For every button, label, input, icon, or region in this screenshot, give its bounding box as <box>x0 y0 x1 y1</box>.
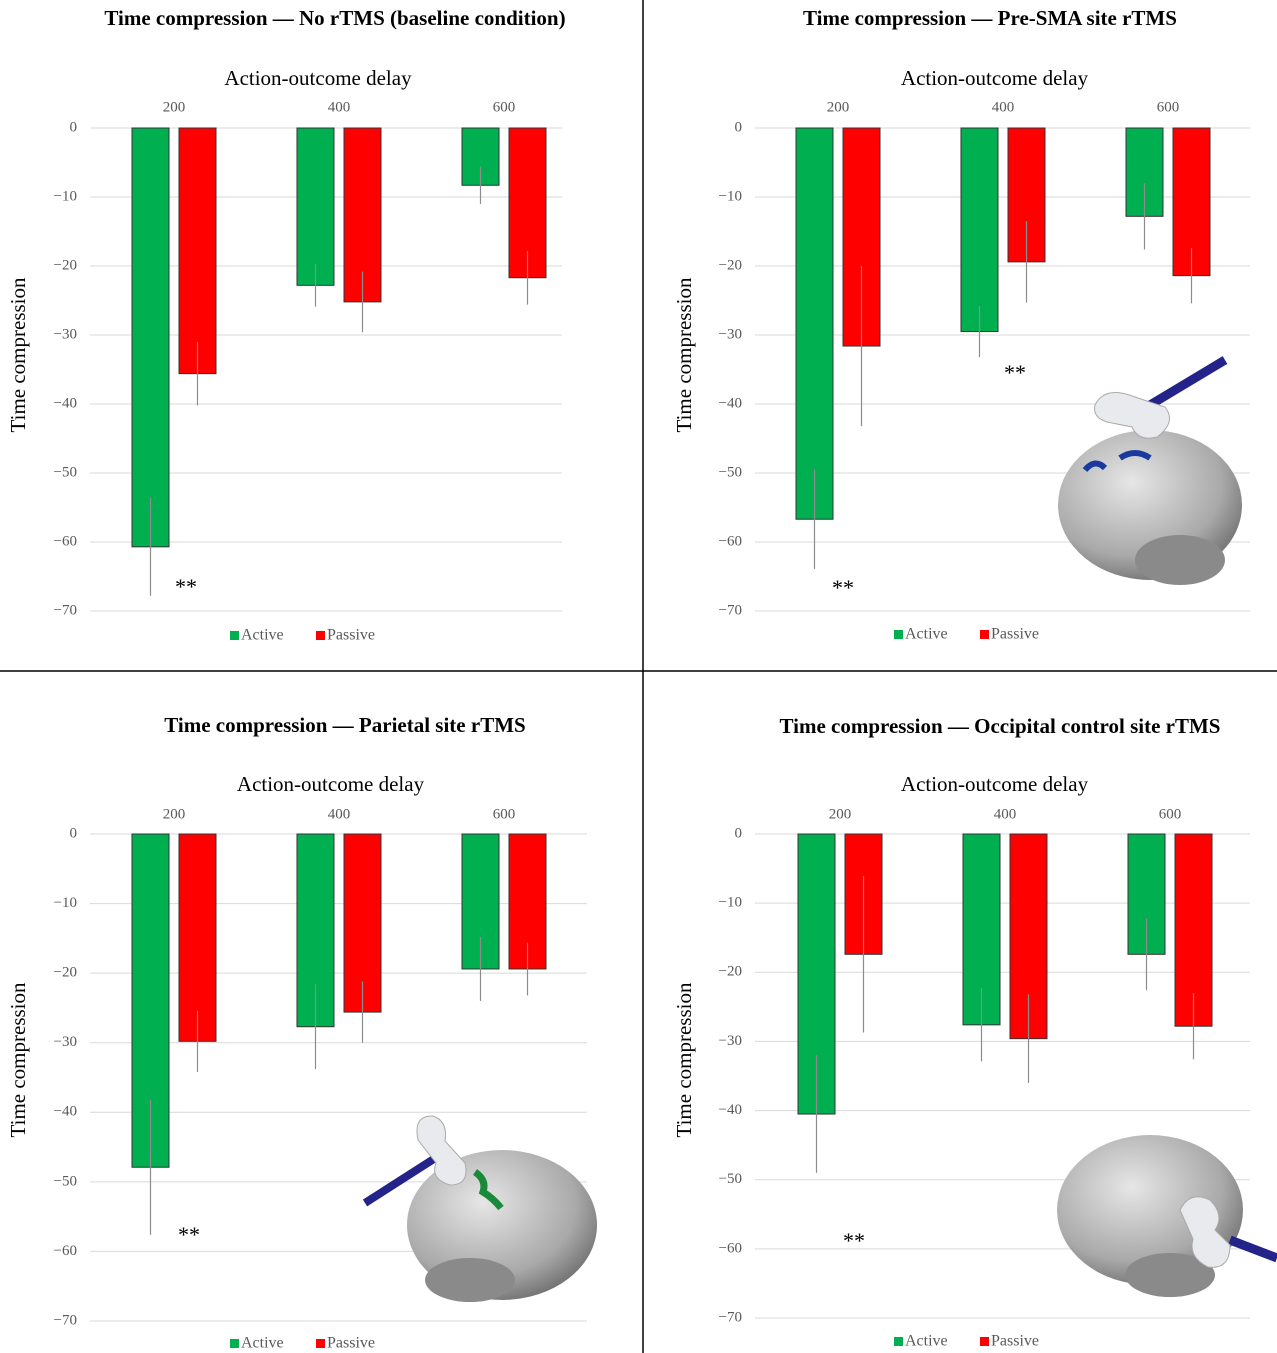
y-tick-label: −60 <box>54 533 77 549</box>
brain-occipital <box>1057 1135 1277 1297</box>
x-axis-title: Action-outcome delay <box>901 66 1089 90</box>
x-tick-label: 200 <box>827 99 850 115</box>
annotation: ** <box>1004 360 1026 385</box>
annotation: ** <box>175 574 197 599</box>
y-tick-label: −70 <box>719 1309 742 1325</box>
y-tick-label: −70 <box>719 602 742 618</box>
y-tick-label: −30 <box>719 326 742 342</box>
bar <box>296 127 335 286</box>
y-tick-label: −50 <box>54 464 77 480</box>
y-tick-label: 0 <box>735 119 743 135</box>
legend-label: Active <box>905 626 948 643</box>
x-tick-label: 400 <box>994 806 1017 822</box>
legend-label: Active <box>241 627 284 644</box>
y-tick-label: −50 <box>719 464 742 480</box>
y-tick-label: −10 <box>719 188 742 204</box>
bar <box>178 127 217 375</box>
y-tick-label: −70 <box>54 602 77 618</box>
y-tick-label: −40 <box>719 1102 742 1118</box>
y-tick-label: 0 <box>735 825 743 841</box>
y-tick-label: −20 <box>54 257 77 273</box>
chart-title: Time compression — No rTMS (baseline con… <box>104 6 565 30</box>
legend-swatch <box>980 630 989 639</box>
y-tick-label: −40 <box>54 1104 77 1120</box>
y-tick-label: −40 <box>54 395 77 411</box>
y-tick-label: −10 <box>54 188 77 204</box>
y-tick-label: −60 <box>719 1240 742 1256</box>
y-tick-label: −30 <box>54 1034 77 1050</box>
x-axis-title: Action-outcome delay <box>237 772 425 796</box>
x-tick-label: 600 <box>1157 99 1180 115</box>
legend-label: Passive <box>327 1335 375 1352</box>
legend-swatch <box>316 631 325 640</box>
y-tick-label: −10 <box>54 895 77 911</box>
legend-swatch <box>894 630 903 639</box>
x-tick-label: 400 <box>328 806 351 822</box>
y-tick-label: −30 <box>54 326 77 342</box>
y-tick-label: −40 <box>719 395 742 411</box>
bar <box>795 127 834 520</box>
legend-label: Active <box>905 1333 948 1350</box>
x-axis-title: Action-outcome delay <box>901 772 1089 796</box>
y-tick-label: −10 <box>719 895 742 911</box>
y-tick-label: −60 <box>719 533 742 549</box>
chart-title: Time compression — Pre-SMA site rTMS <box>803 6 1177 30</box>
chart-title: Time compression — Occipital control sit… <box>780 714 1221 738</box>
y-tick-label: −50 <box>719 1171 742 1187</box>
x-tick-label: 200 <box>163 99 186 115</box>
legend-label: Active <box>241 1335 284 1352</box>
y-tick-label: 0 <box>70 119 78 135</box>
illustrations <box>362 356 1277 1302</box>
brain-parietal <box>362 1115 597 1302</box>
legend-label: Passive <box>991 1333 1039 1350</box>
x-tick-label: 600 <box>1159 806 1182 822</box>
y-axis-title: Time compression <box>672 982 696 1137</box>
x-tick-label: 400 <box>328 99 351 115</box>
x-tick-label: 600 <box>493 806 516 822</box>
y-tick-label: −30 <box>719 1033 742 1049</box>
y-axis-title: Time compression <box>6 277 30 432</box>
chart-title: Time compression — Parietal site rTMS <box>164 713 525 737</box>
legend-label: Passive <box>327 627 375 644</box>
annotation: ** <box>178 1222 200 1247</box>
x-tick-label: 600 <box>493 99 516 115</box>
legend-swatch <box>230 1339 239 1348</box>
x-tick-label: 400 <box>992 99 1015 115</box>
y-tick-label: −20 <box>54 965 77 981</box>
legend-swatch <box>980 1337 989 1346</box>
bar <box>131 127 170 548</box>
y-axis-title: Time compression <box>672 277 696 432</box>
y-tick-label: −60 <box>54 1243 77 1259</box>
legend-swatch <box>894 1337 903 1346</box>
bar <box>178 833 217 1042</box>
annotation: ** <box>843 1228 865 1253</box>
brain-presma <box>1058 356 1242 585</box>
x-axis-title: Action-outcome delay <box>224 66 412 90</box>
y-tick-label: −20 <box>719 964 742 980</box>
legend-swatch <box>316 1339 325 1348</box>
y-tick-label: −20 <box>719 257 742 273</box>
x-tick-label: 200 <box>829 806 852 822</box>
y-tick-label: 0 <box>70 825 78 841</box>
legend-label: Passive <box>991 626 1039 643</box>
y-tick-label: −70 <box>54 1312 77 1328</box>
y-axis-title: Time compression <box>6 982 30 1137</box>
annotation: ** <box>832 575 854 600</box>
y-tick-label: −50 <box>54 1173 77 1189</box>
bar <box>960 127 999 333</box>
x-tick-label: 200 <box>163 806 186 822</box>
legend-swatch <box>230 631 239 640</box>
